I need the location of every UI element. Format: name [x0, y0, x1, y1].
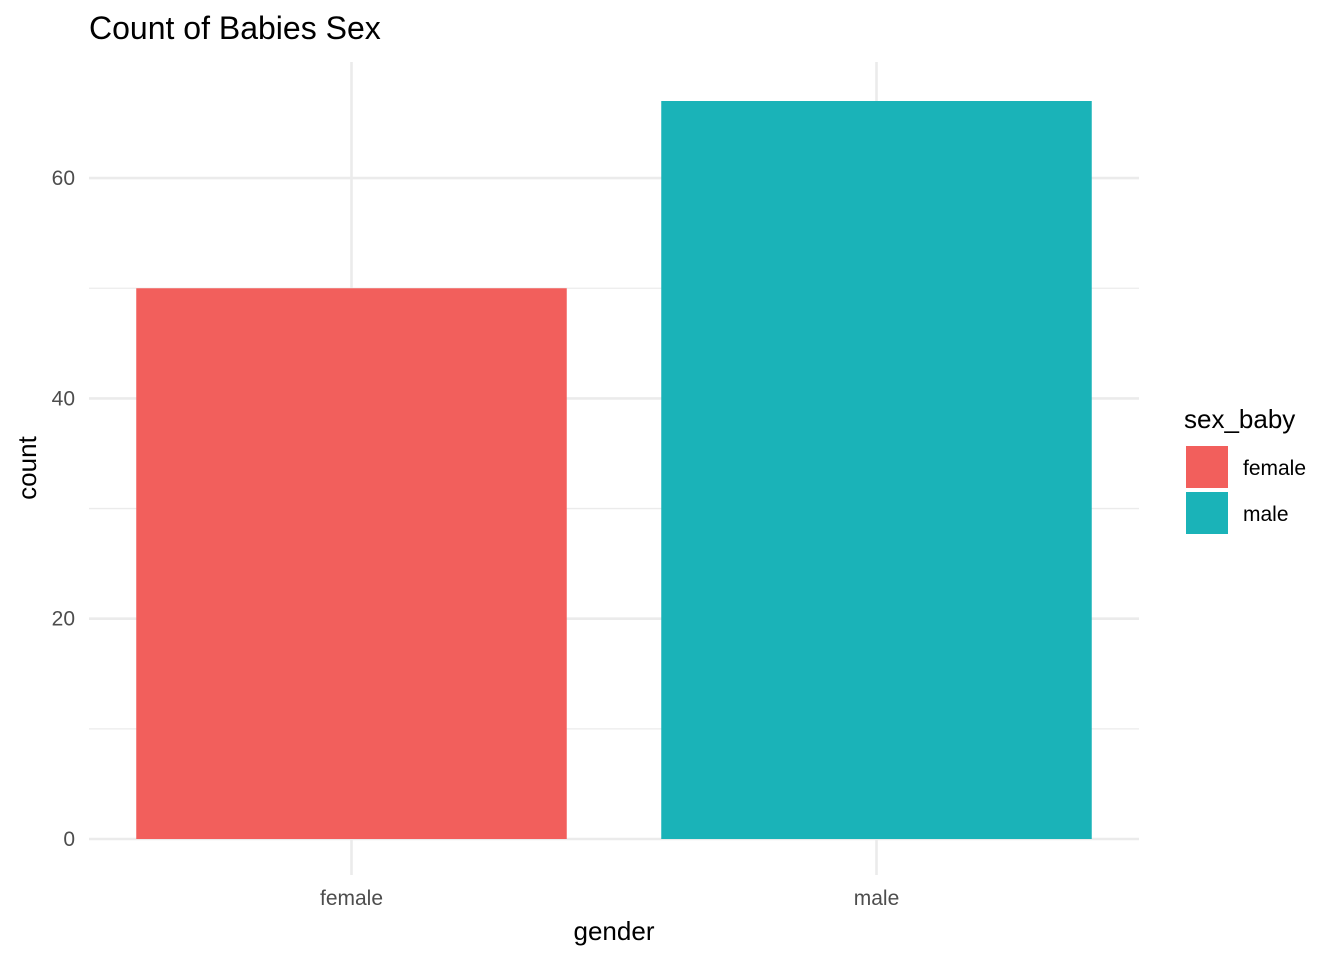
- y-tick-label: 40: [52, 387, 75, 410]
- y-tick-label: 60: [52, 167, 75, 190]
- y-tick-label: 20: [52, 608, 75, 631]
- legend-key-female: [1186, 446, 1228, 488]
- x-axis-title: gender: [574, 916, 655, 946]
- bars: [136, 101, 1092, 839]
- chart-title: Count of Babies Sex: [89, 10, 381, 46]
- bar-male: [661, 101, 1092, 839]
- y-tick-label: 0: [63, 828, 75, 851]
- legend: sex_baby female male: [1184, 404, 1306, 534]
- legend-label-female: female: [1243, 457, 1306, 480]
- legend-label-male: male: [1243, 503, 1289, 526]
- x-axis-ticks: female male: [320, 887, 899, 910]
- x-tick-label: female: [320, 887, 383, 910]
- x-tick-label: male: [854, 887, 900, 910]
- legend-entries: female male: [1186, 446, 1306, 534]
- y-axis-title: count: [12, 435, 42, 499]
- legend-title: sex_baby: [1184, 404, 1295, 434]
- y-axis-ticks: 0 20 40 60: [52, 167, 75, 851]
- bar-female: [136, 288, 567, 839]
- legend-key-male: [1186, 492, 1228, 534]
